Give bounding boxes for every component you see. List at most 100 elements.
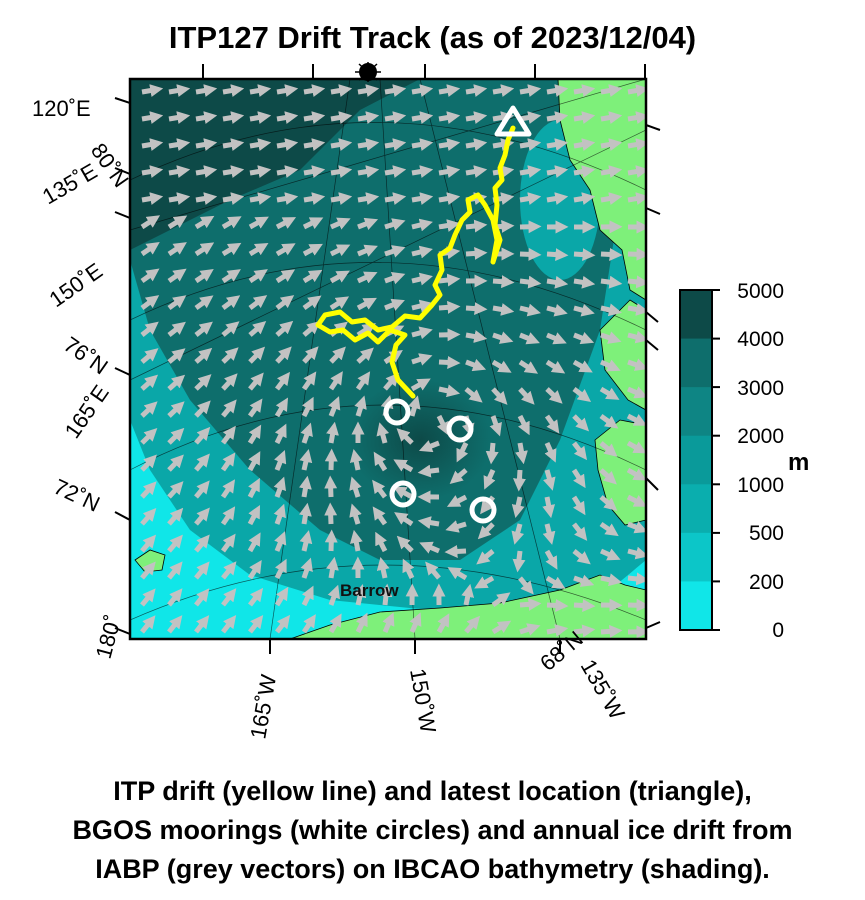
ice-drift-arrow (329, 244, 351, 257)
ice-drift-arrow (302, 243, 323, 257)
ice-drift-arrow (384, 218, 406, 231)
ice-drift-arrow (299, 502, 312, 525)
ice-drift-arrow (349, 448, 363, 471)
ice-drift-arrow (492, 275, 515, 289)
ice-drift-arrow (248, 320, 267, 337)
ice-drift-arrow (444, 544, 467, 558)
ice-drift-arrow (376, 556, 390, 579)
ice-drift-arrow (274, 558, 287, 580)
ice-drift-arrow (357, 192, 380, 205)
lon-label-165w: 165˚W (245, 672, 281, 740)
ice-drift-arrow (357, 217, 379, 231)
ice-drift-arrow (194, 507, 210, 526)
ice-drift-arrow (303, 192, 326, 205)
figure-caption: ITP drift (yellow line) and latest locat… (0, 772, 865, 889)
ice-drift-arrow (302, 320, 321, 337)
ice-drift-arrow (546, 248, 569, 262)
ice-drift-arrow (417, 516, 440, 530)
colorbar-label-500: 500 (749, 522, 784, 545)
ice-drift-arrow (141, 111, 164, 124)
caption-line-1: ITP drift (yellow line) and latest locat… (113, 776, 752, 806)
lon-label-135e: 135˚E (38, 158, 101, 209)
ice-drift-arrow (330, 192, 353, 205)
latest-location-triangle (494, 105, 532, 137)
ice-drift-arrow (572, 549, 591, 565)
ice-drift-arrow (456, 441, 469, 463)
ice-drift-arrow (275, 217, 297, 230)
ice-drift-arrow (140, 295, 160, 310)
mooring-circle (446, 415, 474, 443)
ice-drift-arrow (599, 521, 619, 537)
ice-drift-arrow (438, 273, 461, 287)
mooring-circle (469, 496, 497, 524)
ice-drift-arrow (167, 454, 184, 472)
ice-drift-arrow (194, 400, 211, 418)
lat-label-72n: 72˚N (50, 474, 104, 517)
ice-drift-arrow (379, 583, 393, 606)
lon-label-120e: 120˚E (32, 96, 91, 121)
ice-drift-arrow (302, 269, 323, 284)
ice-drift-arrow (411, 111, 434, 124)
ice-drift-arrow (600, 165, 623, 178)
ice-drift-arrow (301, 396, 314, 418)
ice-drift-arrow (222, 165, 245, 178)
place-label-barrow: Barrow (340, 581, 399, 600)
ice-drift-arrow (328, 613, 342, 634)
ice-drift-arrow (372, 506, 388, 526)
ice-drift-arrow (195, 165, 218, 178)
ice-drift-arrow (627, 330, 646, 344)
ice-drift-arrow (167, 374, 186, 391)
ice-drift-arrow (571, 495, 586, 516)
ice-drift-arrow (141, 165, 164, 178)
ice-drift-arrow (599, 495, 618, 511)
ice-drift-arrow (140, 561, 156, 580)
ice-drift-arrow (220, 506, 236, 526)
ice-drift-arrow (600, 247, 623, 261)
ice-drift-arrow (247, 532, 261, 553)
ice-drift-arrow (394, 512, 414, 527)
ice-drift-arrow (491, 620, 512, 635)
ice-drift-arrow (411, 353, 433, 366)
lat-label-76n: 76˚N (59, 332, 112, 380)
ice-drift-arrow (275, 614, 291, 634)
ice-drift-arrow (330, 165, 353, 178)
ice-drift-arrow (627, 84, 646, 97)
ice-drift-arrow (355, 612, 368, 634)
ice-drift-arrow (445, 520, 467, 533)
ice-drift-arrow (301, 614, 316, 634)
ice-drift-arrow (274, 449, 287, 471)
ice-drift-arrow (141, 84, 164, 97)
map-frame (128, 77, 648, 641)
ice-drift-arrow (384, 272, 406, 285)
ice-drift-arrow (140, 241, 160, 257)
ice-drift-arrow (300, 557, 313, 579)
ice-drift-arrow (328, 396, 341, 417)
ice-drift-arrow (194, 561, 210, 580)
ice-drift-arrow (384, 84, 407, 97)
ice-drift-arrow (464, 387, 483, 403)
ice-drift-arrow (546, 192, 569, 205)
ice-drift-arrow (274, 586, 289, 607)
ice-drift-arrow (573, 192, 596, 205)
ice-drift-arrow (519, 138, 542, 151)
ice-drift-arrow (436, 613, 450, 634)
mooring-circle (389, 480, 417, 508)
ice-drift-arrow (375, 531, 388, 553)
colorbar-label-4000: 4000 (737, 328, 784, 351)
colorbar-band (680, 290, 712, 340)
ice-drift-arrow (140, 374, 159, 391)
ice-drift-arrow (141, 192, 164, 205)
ice-drift-arrow (300, 422, 313, 444)
ice-drift-arrow (276, 138, 299, 151)
ice-drift-arrow (519, 332, 540, 345)
ice-drift-arrow (299, 475, 312, 498)
ice-drift-arrow (275, 320, 294, 337)
ice-drift-arrow (627, 247, 646, 261)
ice-drift-arrow (140, 588, 156, 607)
ice-drift-arrow (274, 397, 289, 418)
ice-drift-arrow (449, 468, 468, 485)
ice-drift-arrow (141, 138, 164, 151)
colorbar-band (680, 338, 712, 388)
ice-drift-arrow (302, 217, 324, 230)
ice-drift-arrow (168, 111, 191, 124)
